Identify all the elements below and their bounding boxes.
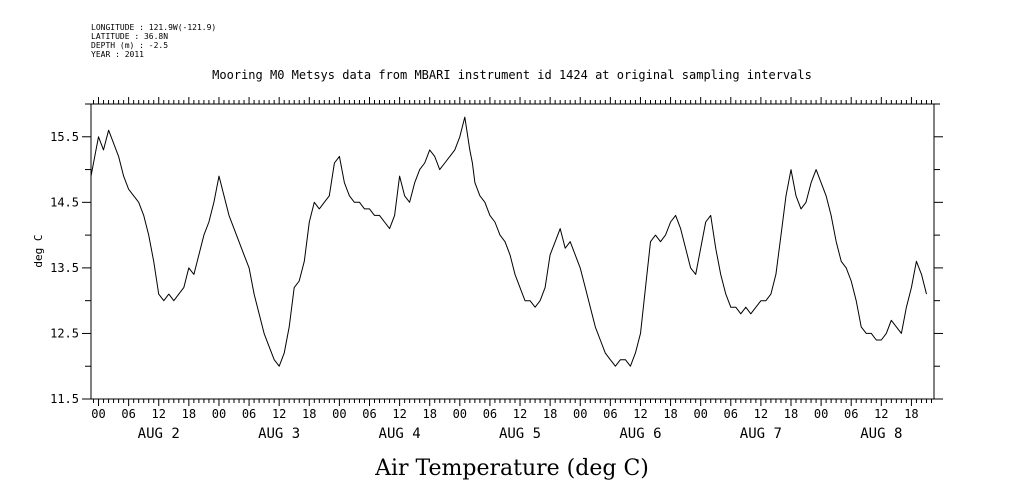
chart-title: Mooring M0 Metsys data from MBARI instru… [212,68,812,82]
x-day-label: AUG 5 [499,426,541,442]
x-day-labels: AUG 2 AUG 3 AUG 4 AUG 5 AUG 6 AUG 7 AUG 8 [138,426,903,442]
x-hour-label: 00 [212,407,226,421]
meta-longitude: LONGITUDE : 121.9W(-121.9) [91,23,216,32]
x-hour-label: 00 [453,407,467,421]
x-hour-label: 18 [543,407,557,421]
x-hour-label: 06 [724,407,738,421]
x-day-label: AUG 3 [258,426,300,442]
axis-ticks [82,97,943,406]
x-day-label: AUG 6 [619,426,661,442]
y-axis-label: deg C [32,234,45,267]
x-hour-label: 06 [362,407,376,421]
x-hour-label: 12 [513,407,527,421]
meta-year: YEAR : 2011 [91,50,144,59]
x-hour-label: 12 [272,407,286,421]
x-axis-label: Air Temperature (deg C) [374,456,649,481]
y-tick-label: 14.5 [50,195,79,209]
x-hour-label: 00 [91,407,105,421]
x-day-label: AUG 8 [860,426,902,442]
series-line [90,116,927,367]
meta-depth: DEPTH (m) : -2.5 [91,41,168,50]
x-hour-label: 18 [904,407,918,421]
x-hour-label: 12 [754,407,768,421]
x-hour-label: 00 [332,407,346,421]
metadata-block: LONGITUDE : 121.9W(-121.9) LATITUDE : 36… [91,23,216,59]
y-tick-label: 13.5 [50,261,79,275]
x-hour-label: 18 [422,407,436,421]
x-hour-label: 06 [483,407,497,421]
x-hour-label: 12 [152,407,166,421]
x-day-label: AUG 4 [379,426,421,442]
x-day-label: AUG 7 [740,426,782,442]
y-tick-label: 11.5 [50,392,79,406]
x-hour-label: 00 [693,407,707,421]
x-hour-label: 18 [302,407,316,421]
x-hour-label: 18 [663,407,677,421]
plot-frame [90,103,935,400]
x-hour-label: 00 [573,407,587,421]
meta-latitude: LATITUDE : 36.8N [91,32,168,41]
x-hour-label: 12 [392,407,406,421]
x-hour-label: 06 [603,407,617,421]
x-hour-label: 06 [121,407,135,421]
y-tick-labels: 11.5 12.5 13.5 14.5 15.5 [50,130,79,406]
x-hour-label: 18 [784,407,798,421]
x-hour-label: 06 [242,407,256,421]
x-hour-label: 06 [844,407,858,421]
x-day-label: AUG 2 [138,426,180,442]
x-hour-label: 12 [633,407,647,421]
x-hour-label: 00 [814,407,828,421]
y-tick-label: 15.5 [50,130,79,144]
x-hour-labels: 00 06 12 18 00 06 12 18 00 06 12 18 00 06 12 18 00 06 12 18… [91,407,918,421]
x-hour-label: 18 [182,407,196,421]
y-tick-label: 12.5 [50,326,79,340]
x-hour-label: 12 [874,407,888,421]
